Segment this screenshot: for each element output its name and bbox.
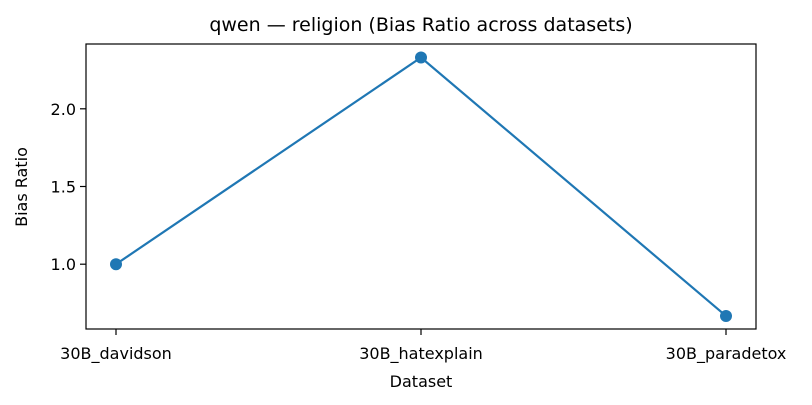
data-point (720, 309, 732, 322)
x-tick-label: 30B_paradetox (666, 344, 787, 364)
series-layer (110, 51, 732, 322)
x-tick-label: 30B_davidson (60, 344, 172, 364)
y-tick-label: 1.5 (51, 178, 76, 197)
series-line (115, 56, 727, 317)
data-point (110, 258, 122, 271)
y-tick-label: 2.0 (51, 100, 76, 119)
y-tick-label: 1.0 (51, 255, 76, 274)
data-point (415, 51, 427, 64)
x-axis: 30B_davidson 30B_hatexplain 30B_paradetox (60, 329, 786, 364)
y-axis: 1.0 1.5 2.0 (51, 100, 86, 274)
y-axis-label: Bias Ratio (12, 147, 31, 227)
plot-frame (85, 43, 757, 330)
x-axis-label: Dataset (390, 372, 453, 391)
x-tick-label: 30B_hatexplain (359, 344, 483, 364)
chart-title: qwen — religion (Bias Ratio across datas… (209, 14, 632, 36)
